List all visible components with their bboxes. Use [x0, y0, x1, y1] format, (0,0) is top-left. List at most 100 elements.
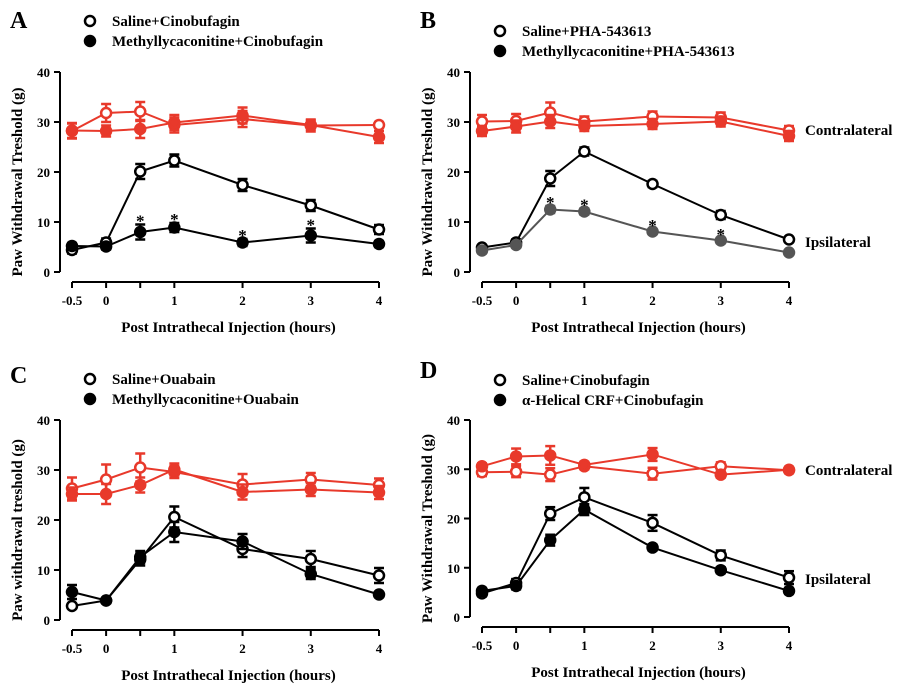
y-tick-label: 0 [44, 613, 51, 628]
legend-entry: Saline+Ouabain [112, 372, 216, 388]
data-point [714, 208, 728, 222]
data-point [168, 154, 181, 167]
data-point [509, 579, 523, 593]
data-point [543, 115, 557, 128]
significance-star: * [717, 225, 726, 244]
y-axis-label: Paw Withdrawal Treshold (g) [10, 87, 26, 276]
data-point [99, 487, 113, 501]
series-0 [475, 101, 796, 137]
data-point [578, 205, 591, 218]
data-point [714, 115, 728, 128]
data-point [236, 178, 249, 192]
data-point [133, 461, 147, 474]
x-tick-label: 0 [103, 641, 110, 656]
significance-star: * [580, 196, 589, 215]
data-point [99, 124, 113, 138]
data-point [646, 448, 659, 461]
x-tick-label: 0 [513, 638, 520, 653]
series-3 [475, 502, 796, 598]
series-line [71, 226, 380, 248]
data-point [133, 478, 147, 492]
data-point [304, 567, 318, 581]
data-point [714, 563, 728, 577]
data-point [372, 569, 386, 582]
legend-entry: Saline+Cinobufagin [112, 14, 240, 30]
data-point [65, 585, 79, 599]
legend-entry: α-Helical CRF+Cinobufagin [522, 393, 704, 409]
data-point [782, 246, 796, 259]
series-1 [65, 462, 386, 506]
series-line [481, 111, 790, 132]
y-tick-label: 30 [447, 462, 460, 477]
data-point [646, 516, 659, 530]
x-tick-label: 1 [581, 293, 588, 308]
data-point [714, 234, 728, 247]
data-point [543, 468, 557, 481]
legend-entry: Saline+PHA-543613 [522, 24, 651, 40]
x-tick-label: 3 [308, 641, 315, 656]
data-point [99, 240, 113, 253]
x-tick-label: -0.5 [472, 638, 493, 653]
significance-star: * [307, 216, 316, 235]
panel-letter: A [10, 8, 28, 34]
x-axis-label: Post Intrathecal Injection (hours) [531, 320, 746, 336]
data-point [578, 491, 591, 504]
legend-entry: Methyllycaconitine+Ouabain [112, 392, 300, 408]
legend-marker [493, 24, 507, 38]
data-point [168, 221, 181, 234]
series-line [71, 530, 380, 602]
data-point [543, 449, 557, 462]
y-tick-label: 30 [37, 463, 50, 478]
x-tick-label: 2 [649, 638, 656, 653]
significance-star: * [648, 216, 657, 235]
data-point [475, 124, 489, 138]
data-point [372, 486, 386, 499]
data-point [646, 117, 659, 131]
data-point [782, 571, 796, 584]
data-point [133, 165, 147, 178]
side-label-1: Ipsilateral [805, 235, 871, 251]
series-2 [65, 153, 386, 257]
x-tick-label: 3 [718, 293, 725, 308]
significance-star: * [170, 210, 179, 229]
data-point [236, 485, 249, 499]
series-1 [65, 106, 386, 145]
series-1 [475, 113, 796, 143]
data-point [578, 503, 591, 516]
x-tick-label: 1 [581, 638, 588, 653]
panel-d: D Saline+Cinobufagin α-Helical CRF+Cinobuf… [420, 358, 892, 681]
y-tick-label: 0 [454, 265, 461, 280]
panel-b: B Saline+PHA-543613 Methyllycaconitine+PHA… [420, 8, 892, 336]
x-tick-label: 4 [786, 293, 793, 308]
data-point [304, 552, 318, 566]
x-tick-label: -0.5 [472, 293, 493, 308]
data-point [168, 463, 181, 476]
legend-marker [83, 372, 97, 386]
legend-marker [493, 44, 507, 58]
data-point [646, 541, 659, 554]
legend-entry: Methyllycaconitine+PHA-543613 [522, 44, 735, 60]
data-point [99, 106, 113, 120]
x-tick-label: 2 [239, 641, 246, 656]
y-tick-label: 40 [447, 65, 460, 80]
data-point [509, 238, 523, 252]
data-point [578, 145, 591, 158]
data-point [714, 549, 728, 562]
data-point [509, 120, 523, 133]
data-point [65, 599, 79, 613]
series-line [481, 120, 790, 137]
data-point [304, 229, 318, 242]
series-0 [475, 460, 796, 483]
series-line [481, 508, 790, 592]
legend-marker [493, 373, 507, 387]
x-tick-label: 0 [513, 293, 520, 308]
series-3 [65, 221, 386, 253]
panel-a: A Saline+Cinobufagin Methyllycaconitine+Ci… [10, 8, 386, 336]
data-point [475, 460, 489, 473]
y-axis-label: Paw Withdrawal Treshold (g) [420, 434, 436, 623]
y-tick-label: 30 [37, 115, 50, 130]
data-point [578, 458, 591, 472]
panel-letter: B [420, 8, 436, 34]
y-tick-label: 20 [37, 513, 50, 528]
